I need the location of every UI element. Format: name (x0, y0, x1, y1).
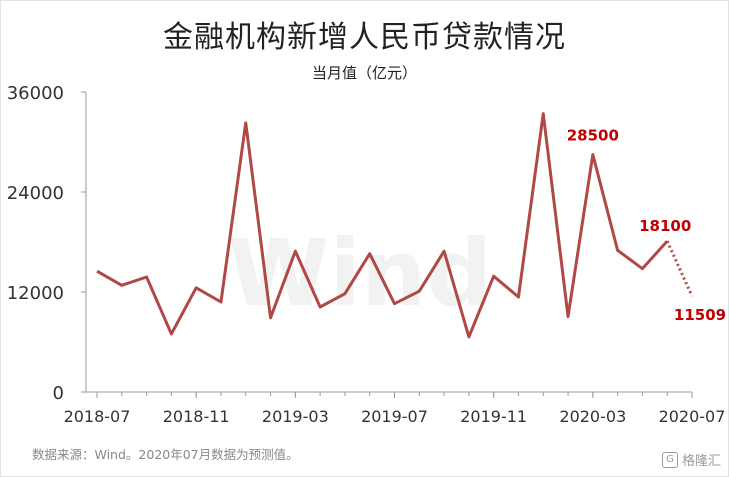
forecast-line (665, 240, 694, 297)
data-label: 11509 (674, 306, 726, 324)
brand-name: 格隆汇 (681, 454, 721, 469)
x-tick-label: 2018-07 (64, 407, 131, 426)
source-note: 数据来源：Wind。2020年07月数据为预测值。 (32, 447, 299, 462)
watermark: Wind (228, 220, 492, 327)
chart-title: 金融机构新增人民币贷款情况 (163, 20, 566, 55)
x-tick-label: 2018-11 (163, 407, 230, 426)
brand-icon: G (661, 451, 678, 468)
series-line (96, 112, 669, 339)
brand-logo: G 格隆汇 (661, 450, 721, 469)
y-tick-label: 12000 (7, 283, 64, 304)
data-label: 18100 (639, 217, 691, 235)
y-tick-label: 36000 (7, 83, 64, 104)
data-label: 28500 (567, 127, 619, 145)
x-tick-label: 2019-11 (460, 407, 527, 426)
y-tick-label: 24000 (7, 183, 64, 204)
x-tick-label: 2019-07 (361, 407, 428, 426)
x-tick-label: 2020-07 (659, 407, 726, 426)
chart-subtitle: 当月值（亿元） (311, 64, 417, 82)
x-tick-label: 2020-03 (559, 407, 626, 426)
x-tick-label: 2019-03 (262, 407, 329, 426)
y-tick-label: 0 (53, 383, 64, 404)
